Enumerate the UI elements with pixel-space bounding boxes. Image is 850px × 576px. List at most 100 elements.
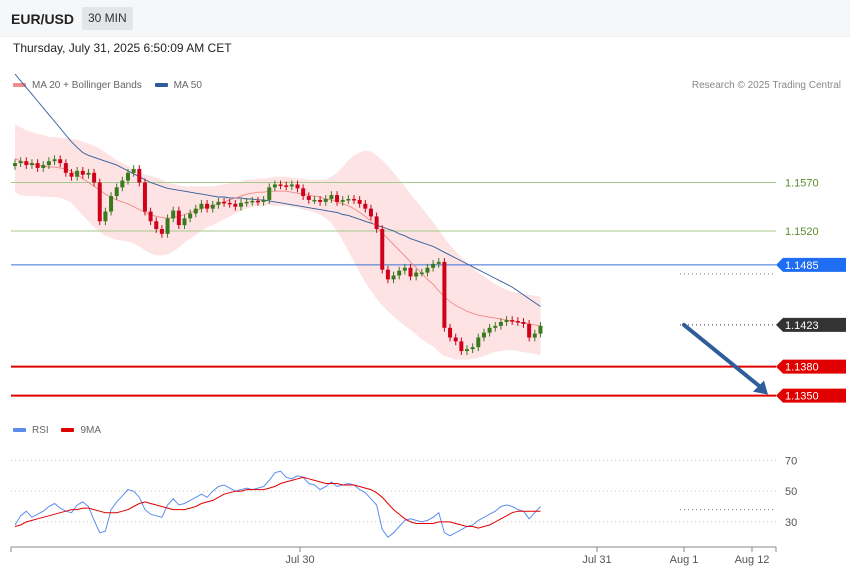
rsi-tick-label: 30 [785, 517, 797, 529]
ma50-line [14, 73, 541, 307]
candle-body [261, 199, 266, 202]
candle-body [216, 201, 221, 205]
candle-body [227, 202, 232, 205]
level-tag-support [776, 359, 846, 374]
candle-body [329, 195, 334, 199]
candle-body [453, 337, 458, 342]
level-tag-current [776, 317, 846, 332]
bollinger-band [15, 124, 541, 360]
legend-label-9ma: 9MA [80, 425, 102, 436]
candle-body [436, 261, 441, 264]
candle-body [498, 322, 503, 326]
candle-body [35, 163, 40, 168]
candle-body [199, 203, 204, 209]
candle-body [532, 333, 537, 338]
candle-body [52, 159, 57, 162]
candle-body [29, 163, 34, 166]
candle-body [402, 267, 407, 271]
candle-body [250, 200, 255, 203]
candle-body [69, 172, 74, 177]
candle-body [481, 332, 486, 338]
candle-body [318, 199, 323, 202]
candle-body [284, 185, 289, 187]
rsi-series-9ma [14, 476, 541, 529]
candle-body [425, 267, 430, 273]
timeframe-button[interactable]: 30 MIN [82, 7, 133, 30]
legend-swatch-9ma [61, 428, 75, 433]
candle-body [476, 337, 481, 348]
rsi-series-rsi [14, 470, 541, 539]
ma20-line [14, 157, 541, 327]
research-credit: Research © 2025 Trading Central [691, 80, 841, 91]
candle-body [385, 269, 390, 280]
candle-body [92, 172, 97, 183]
candle-body [493, 325, 498, 328]
candle-body [137, 168, 142, 183]
candle-body [515, 321, 520, 323]
candle-body [363, 203, 368, 209]
candle-body [18, 161, 23, 164]
candle-body [538, 325, 543, 334]
legend-swatch-ma50 [154, 83, 168, 88]
time-tick-label: Jul 30 [285, 554, 314, 566]
candle-body [431, 263, 436, 268]
candle-body [210, 204, 215, 209]
time-tick-label: Aug 1 [670, 554, 699, 566]
candle-body [459, 341, 464, 352]
candle-body [272, 184, 277, 188]
candle-body [391, 275, 396, 280]
candle-body [312, 199, 317, 202]
candle-body [346, 198, 351, 201]
candle-body [255, 200, 260, 203]
candle-body [352, 198, 356, 201]
candle-body [165, 218, 170, 234]
level-tag-support [776, 388, 846, 403]
candle-body [323, 198, 328, 202]
candle-body [46, 161, 51, 166]
candle-body [357, 199, 362, 204]
chart-header: EUR/USD 30 MIN [0, 0, 850, 37]
candle-body [448, 327, 453, 338]
forecast-arrow-head [753, 380, 768, 395]
time-tick-label: Jul 31 [582, 554, 611, 566]
forecast-arrow-shaft [682, 322, 762, 389]
time-tick-label: Aug 12 [735, 554, 770, 566]
candle-body [267, 187, 272, 200]
candle-body [97, 182, 102, 222]
candle-body [244, 201, 249, 204]
candle-body [504, 320, 509, 322]
candle-body [114, 187, 119, 197]
candle-body [182, 218, 187, 226]
level-label-resistance: 1.1570 [785, 178, 819, 190]
level-label-current: 1.1423 [785, 320, 819, 332]
candle-body [41, 165, 46, 168]
candle-body [510, 320, 515, 322]
candle-body [63, 163, 68, 173]
level-tag-pivot [776, 257, 846, 272]
legend-label-ma20: MA 20 + Bollinger Bands [32, 80, 142, 91]
level-label-resistance: 1.1520 [785, 226, 819, 238]
candle-body [222, 201, 227, 204]
legend-item-ma50: MA 50 [154, 80, 202, 91]
legend-item-rsi: RSI [13, 425, 49, 436]
candle-body [58, 159, 63, 164]
candle-body [24, 161, 29, 166]
candle-body [176, 210, 181, 226]
candle-body [295, 184, 300, 189]
candle-body [193, 208, 198, 214]
candle-body [171, 210, 176, 219]
candle-body [521, 322, 526, 324]
candle-body [419, 272, 424, 275]
candle-body [380, 229, 385, 270]
candle-body [109, 196, 114, 212]
candle-body [131, 168, 136, 173]
candle-body [75, 170, 80, 177]
candle-body [306, 196, 311, 200]
price-legend: MA 20 + Bollinger Bands MA 50 [13, 80, 212, 91]
legend-label-ma50: MA 50 [173, 80, 202, 91]
candle-body [159, 229, 164, 234]
candle-body [414, 272, 419, 277]
candle-body [120, 180, 125, 188]
legend-swatch-rsi [13, 428, 26, 433]
